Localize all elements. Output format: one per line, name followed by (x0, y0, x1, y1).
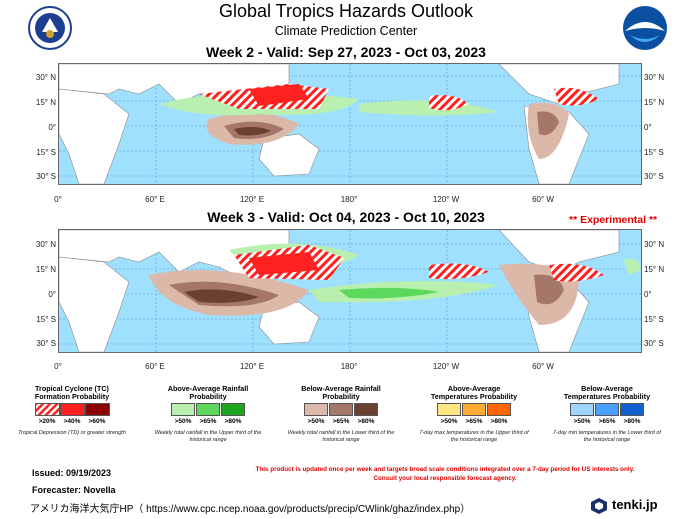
w3-lat-right-4: 30° S (644, 339, 664, 348)
land-masses-w3 (59, 230, 620, 352)
legend-tc-label-1: >40% (63, 418, 81, 425)
tenki-brand-text: tenki.jp (612, 497, 658, 512)
legend-tc-note: Tropical Depression (TD) or greater stre… (18, 430, 126, 436)
issued-date: Issued: 09/19/2023 (32, 468, 112, 478)
legend-below-temp-label-1: >65% (598, 418, 616, 425)
legend-below-temp-label-2: >80% (623, 418, 641, 425)
w3-lat-right-1: 15° N (644, 265, 665, 274)
legend-below-temp-swatch-1 (595, 403, 619, 416)
legend-above-rain-label-2: >80% (224, 418, 242, 425)
w3-lon-3: 180° (340, 362, 358, 371)
legend-below-rain-swatch-2 (354, 403, 378, 416)
w2-lon-3: 180° (340, 195, 358, 204)
disclaimer-line-1: This product is updated once per week an… (255, 466, 635, 473)
w3-lat-left-4: 30° S (36, 339, 56, 348)
w2-lon-0: 0° (54, 195, 62, 204)
legend-below-rain-label-2: >80% (357, 418, 375, 425)
week3-title: Week 3 - Valid: Oct 04, 2023 - Oct 10, 2… (207, 209, 485, 225)
legend-below-rain-title: Below-Average Rainfall Probability (301, 384, 381, 401)
legend-tc-label-0: >20% (38, 418, 56, 425)
legend-above-temp-swatch-1 (462, 403, 486, 416)
tenki-brand: tenki.jp (590, 496, 680, 516)
legend-above-temp-label-2: >80% (490, 418, 508, 425)
legend-above-temp-label-0: >50% (440, 418, 458, 425)
legend-above-temp-title: Above-Average Temperatures Probability (430, 384, 518, 401)
w2-lon-1: 60° E (145, 195, 165, 204)
w2-lon-5: 60° W (532, 195, 554, 204)
w2-lat-right-2: 0° (644, 123, 652, 132)
page-subtitle: Climate Prediction Center (274, 24, 418, 38)
w2-lon-2: 120° E (239, 195, 265, 204)
legend-above-rain-swatch-0 (171, 403, 195, 416)
legend-below-rain-note: Weekly total rainfall in the Lower third… (287, 430, 395, 443)
legend-tc-swatches (35, 403, 110, 416)
w3-lat-left-0: 30° N (35, 240, 56, 249)
w2-lon-4: 120° W (432, 195, 460, 204)
w3-lon-1: 60° E (145, 362, 165, 371)
w2-lat-right-4: 30° S (644, 172, 664, 181)
w3-lat-left-1: 15° N (35, 265, 56, 274)
legend-tc-label-2: >60% (88, 418, 106, 425)
legend-above-rain-note: Weekly total rainfall in the Upper third… (154, 430, 262, 443)
legend-below-temp-label-0: >50% (573, 418, 591, 425)
legend-above-rain-swatch-1 (196, 403, 220, 416)
tenki-logo-icon (591, 498, 607, 514)
w3-lon-0: 0° (54, 362, 62, 371)
w2-lat-left-3: 15° S (36, 148, 56, 157)
legend-above-temp-label-1: >65% (465, 418, 483, 425)
w3-lat-right-2: 0° (644, 290, 652, 299)
legend-above-temp-swatch-0 (437, 403, 461, 416)
w2-lat-left-0: 30° N (35, 73, 56, 82)
legend-above-rain-label-1: >65% (199, 418, 217, 425)
legend-below-rain-swatch-0 (304, 403, 328, 416)
legend: Tropical Cyclone (TC) Formation Probabil… (0, 385, 692, 455)
week2-map (58, 63, 642, 185)
legend-above-rain-title: Above-Average Rainfall Probability (167, 384, 249, 401)
legend-below-rain-label-0: >50% (307, 418, 325, 425)
experimental-badge: ** Experimental ** (569, 214, 658, 226)
legend-below-rain-swatch-1 (329, 403, 353, 416)
legend-above-temp-swatch-2 (487, 403, 511, 416)
legend-below-rain-label-1: >65% (332, 418, 350, 425)
doc-seal-logo (28, 6, 72, 50)
disclaimer-line-2: Consult your local responsible forecast … (373, 475, 517, 482)
legend-above-rain-label-0: >50% (174, 418, 192, 425)
w2-lat-left-2: 0° (48, 123, 56, 132)
forecaster: Forecaster: Novella (32, 485, 116, 495)
legend-below-temp-swatch-2 (620, 403, 644, 416)
legend-below-temp-note: 7-day min temperatures in the Lower thir… (553, 430, 661, 443)
w3-lat-right-0: 30° N (644, 240, 665, 249)
w3-lat-left-3: 15° S (36, 315, 56, 324)
legend-below-temp-title: Below-Average Temperatures Probability (563, 384, 651, 401)
week2-title: Week 2 - Valid: Sep 27, 2023 - Oct 03, 2… (206, 44, 486, 60)
legend-above-temp-note: 7-day max temperatures in the Upper thir… (419, 430, 529, 443)
w2-lat-right-3: 15° S (644, 148, 664, 157)
w3-lon-2: 120° E (239, 362, 265, 371)
w2-lat-right-1: 15° N (644, 98, 665, 107)
w2-lat-left-4: 30° S (36, 172, 56, 181)
legend-below-temp-swatch-0 (570, 403, 594, 416)
legend-tc-title: Tropical Cyclone (TC) Formation Probabil… (34, 384, 110, 401)
page-title: Global Tropics Hazards Outlook (218, 1, 474, 21)
w3-lon-4: 120° W (432, 362, 460, 371)
noaa-logo (623, 6, 667, 50)
w3-lat-right-3: 15° S (644, 315, 664, 324)
w2-lat-right-0: 30° N (644, 73, 665, 82)
w2-lat-left-1: 15° N (35, 98, 56, 107)
w3-lon-5: 60° W (532, 362, 554, 371)
source-caption: アメリカ海洋大気庁HP（ https://www.cpc.ncep.noaa.g… (30, 504, 471, 515)
legend-above-rain-swatch-2 (221, 403, 245, 416)
w3-lat-left-2: 0° (48, 290, 56, 299)
week3-map (58, 229, 642, 353)
